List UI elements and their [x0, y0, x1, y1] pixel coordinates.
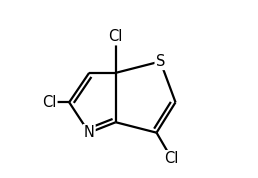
Text: Cl: Cl	[42, 95, 57, 110]
Text: Cl: Cl	[109, 29, 123, 44]
Text: S: S	[156, 54, 165, 69]
Text: Cl: Cl	[165, 151, 179, 166]
Text: N: N	[84, 125, 95, 140]
